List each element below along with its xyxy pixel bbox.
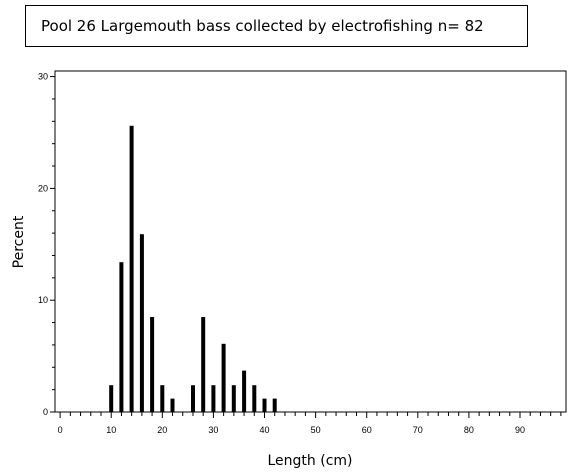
- bar: [252, 385, 257, 412]
- bar: [221, 343, 226, 412]
- x-tick-label: 0: [58, 425, 63, 435]
- y-tick-label: 20: [38, 183, 48, 193]
- y-tick-label: 0: [43, 407, 48, 417]
- x-tick-label: 10: [106, 425, 116, 435]
- x-axis-ticks: 0 10 20 30 40 50 60 70 80 90: [58, 412, 562, 435]
- bar: [150, 317, 155, 412]
- bar: [272, 398, 277, 412]
- bar: [211, 385, 216, 412]
- y-tick-label: 30: [38, 72, 48, 82]
- x-tick-label: 90: [515, 425, 525, 435]
- x-axis-label: Length (cm): [268, 453, 353, 469]
- bar: [191, 385, 195, 412]
- x-tick-label: 30: [208, 425, 218, 435]
- x-tick-label: 70: [413, 425, 423, 435]
- x-tick-label: 40: [260, 425, 270, 435]
- axes: [54, 70, 567, 413]
- y-tick-label: 10: [38, 295, 48, 305]
- x-tick-label: 80: [464, 425, 474, 435]
- bar: [139, 234, 144, 412]
- chart-title: Pool 26 Largemouth bass collected by ele…: [25, 5, 528, 47]
- bar: [109, 385, 114, 412]
- x-tick-label: 50: [311, 425, 321, 435]
- x-tick-label: 20: [157, 425, 167, 435]
- bar: [262, 398, 267, 412]
- bar: [119, 262, 124, 412]
- bar: [231, 385, 236, 412]
- bar: [160, 385, 165, 412]
- bars: [109, 125, 277, 413]
- bar: [242, 370, 247, 412]
- x-tick-label: 60: [362, 425, 372, 435]
- bar: [129, 125, 134, 413]
- plot-frame: [54, 70, 567, 413]
- y-axis-ticks: 0 10 20 30: [38, 72, 55, 417]
- y-axis-label: Percent: [11, 215, 27, 268]
- bar: [170, 398, 175, 412]
- bar: [201, 317, 206, 412]
